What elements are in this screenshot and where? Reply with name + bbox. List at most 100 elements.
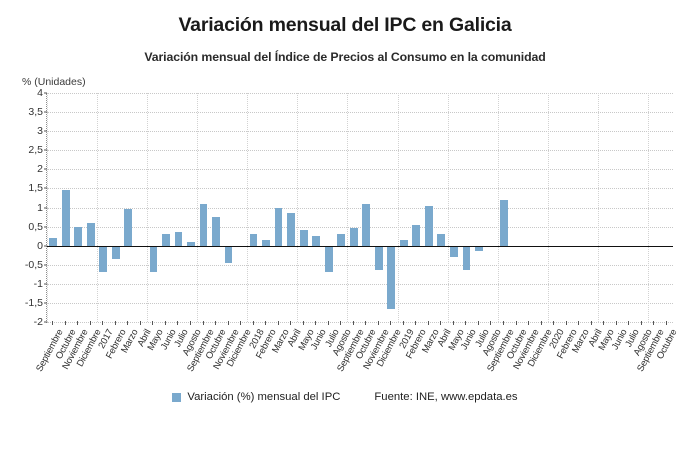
- vertical-gridline: [47, 93, 48, 322]
- x-tick-mark: [164, 321, 166, 325]
- bar: [149, 245, 158, 273]
- y-tick-mark: [44, 111, 47, 113]
- gridline: [47, 112, 673, 114]
- x-tick-mark: [540, 321, 542, 325]
- y-tick-mark: [44, 187, 47, 189]
- x-tick-mark: [502, 321, 504, 325]
- bar: [86, 222, 95, 246]
- bar: [199, 203, 208, 246]
- x-tick-mark: [215, 321, 217, 325]
- bar: [450, 245, 458, 258]
- x-tick-mark: [477, 321, 479, 325]
- gridline: [47, 302, 673, 304]
- gridline: [47, 207, 673, 209]
- y-tick-mark: [44, 283, 47, 285]
- legend-item-series: Variación (%) mensual del IPC: [172, 391, 340, 403]
- x-tick-mark: [452, 321, 454, 325]
- vertical-gridline: [647, 93, 649, 322]
- x-tick-mark: [365, 321, 367, 325]
- bar: [299, 230, 308, 246]
- x-tick-mark: [427, 321, 429, 325]
- vertical-gridline: [197, 93, 199, 322]
- x-tick-mark: [640, 321, 642, 325]
- x-tick-mark: [603, 321, 605, 325]
- vertical-gridline: [297, 93, 299, 322]
- y-tick-label: 3: [37, 125, 43, 138]
- x-tick-mark: [52, 321, 54, 325]
- gridline: [47, 150, 673, 152]
- y-tick-mark: [44, 149, 47, 151]
- bar: [374, 245, 383, 271]
- bar: [274, 207, 283, 246]
- vertical-gridline: [347, 93, 349, 322]
- y-tick-label: 2: [37, 163, 43, 176]
- y-tick-mark: [44, 264, 47, 266]
- bar: [349, 228, 358, 246]
- y-tick-mark: [44, 321, 47, 323]
- bar: [174, 232, 183, 246]
- bar: [324, 245, 333, 273]
- y-tick-label: 0,5: [28, 220, 43, 233]
- x-tick-mark: [352, 321, 354, 325]
- vertical-gridline: [147, 93, 149, 322]
- x-tick-mark: [277, 321, 279, 325]
- y-tick-mark: [44, 245, 47, 247]
- bar: [500, 199, 508, 246]
- bar: [437, 234, 446, 246]
- bar: [212, 217, 220, 246]
- x-tick-mark: [615, 321, 617, 325]
- x-tick-mark: [440, 321, 442, 325]
- bar: [424, 205, 433, 246]
- x-tick-mark: [653, 321, 655, 325]
- x-tick-mark: [139, 321, 141, 325]
- bar: [49, 238, 58, 246]
- x-tick-mark: [402, 321, 404, 325]
- bar: [61, 190, 70, 246]
- y-tick-label: 4: [37, 87, 43, 99]
- x-tick-mark: [465, 321, 467, 325]
- gridline: [47, 169, 673, 171]
- vertical-gridline: [247, 93, 249, 322]
- x-tick-mark: [578, 321, 580, 325]
- bar: [224, 245, 233, 263]
- x-tick-mark: [202, 321, 204, 325]
- bar: [74, 226, 83, 246]
- gridline: [47, 131, 673, 133]
- bar: [312, 236, 321, 246]
- bar: [262, 239, 270, 246]
- x-tick-mark: [553, 321, 555, 325]
- vertical-gridline: [397, 93, 399, 322]
- y-tick-mark: [44, 168, 47, 170]
- y-tick-label: -1,5: [24, 296, 43, 309]
- y-tick-label: 3,5: [28, 106, 43, 119]
- plot-area: 4 3,5 3 2,5 2 1,5 1 0,5 0 -0,5 -1 -1,5 -2: [25, 87, 673, 328]
- x-tick-mark: [665, 321, 667, 325]
- bar: [162, 234, 170, 246]
- x-tick-mark: [490, 321, 492, 325]
- y-tick-label: -2: [33, 316, 43, 328]
- gridline: [47, 322, 673, 323]
- vertical-gridline: [97, 93, 99, 322]
- x-tick-mark: [340, 321, 342, 325]
- bar: [387, 245, 396, 309]
- y-tick-label: 2,5: [28, 144, 43, 157]
- x-tick-mark: [102, 321, 104, 325]
- bar: [337, 234, 346, 246]
- y-tick-label: 0: [37, 239, 43, 252]
- page-title: Variación mensual del IPC en Galicia: [178, 14, 512, 36]
- x-tick-mark: [515, 321, 517, 325]
- x-tick-mark: [152, 321, 154, 325]
- vertical-gridline: [497, 93, 499, 322]
- x-tick-mark: [265, 321, 267, 325]
- bar: [187, 241, 195, 246]
- x-tick-mark: [377, 321, 379, 325]
- x-tick-mark: [590, 321, 592, 325]
- x-tick-mark: [290, 321, 292, 325]
- x-tick-mark: [240, 321, 242, 325]
- vertical-gridline: [547, 93, 549, 322]
- y-tick-label: 1: [37, 201, 43, 214]
- bar-series: [47, 93, 673, 322]
- y-tick-mark: [44, 130, 47, 132]
- gridline: [47, 188, 673, 190]
